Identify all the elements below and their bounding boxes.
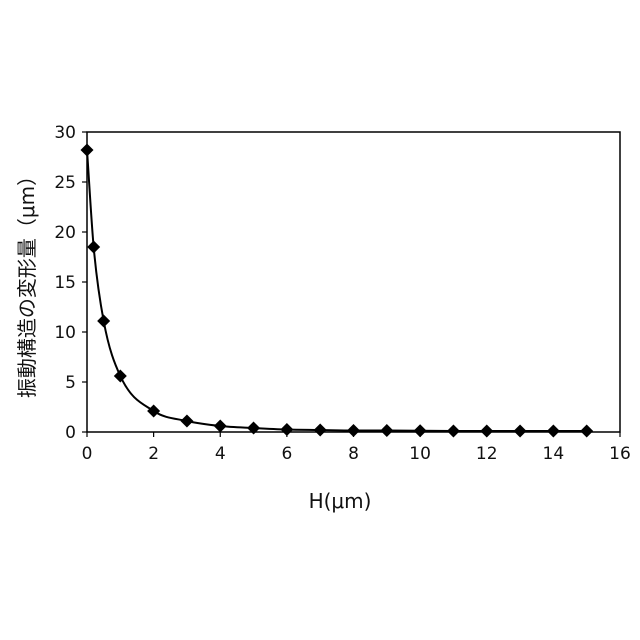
data-point-marker	[514, 425, 527, 438]
data-point-marker	[87, 241, 100, 254]
y-tick-label: 0	[65, 423, 76, 443]
x-tick-label: 2	[148, 444, 159, 464]
x-tick-label: 14	[543, 444, 565, 464]
plot-frame	[87, 132, 620, 432]
series-line	[87, 150, 587, 431]
x-axis: 0 2 4 6 8 10 12 14 16	[82, 432, 631, 464]
data-point-marker	[114, 370, 127, 383]
y-tick-label: 10	[54, 323, 76, 343]
x-tick-label: 10	[409, 444, 431, 464]
y-axis-title: 振動構造の変形量（μm）	[15, 166, 39, 398]
x-tick-label: 8	[348, 444, 359, 464]
x-tick-label: 12	[476, 444, 498, 464]
series-markers	[81, 144, 594, 438]
data-point-marker	[214, 420, 227, 433]
data-point-marker	[314, 424, 327, 437]
data-point-marker	[414, 424, 427, 437]
data-point-marker	[447, 425, 460, 438]
x-tick-label: 6	[281, 444, 292, 464]
y-tick-label: 20	[54, 223, 76, 243]
x-tick-label: 0	[82, 444, 93, 464]
data-point-marker	[347, 424, 360, 437]
x-axis-title: H(μm)	[309, 489, 372, 513]
data-point-marker	[280, 423, 293, 436]
data-point-marker	[547, 425, 560, 438]
data-point-marker	[97, 315, 110, 328]
data-point-marker	[480, 425, 493, 438]
data-point-marker	[81, 144, 94, 157]
y-axis: 0 5 10 15 20 25 30	[54, 123, 87, 443]
x-tick-label: 4	[215, 444, 226, 464]
y-tick-label: 15	[54, 273, 76, 293]
data-point-marker	[180, 415, 193, 428]
data-point-marker	[147, 405, 160, 418]
y-tick-label: 5	[65, 373, 76, 393]
y-tick-label: 25	[54, 173, 76, 193]
data-point-marker	[580, 425, 593, 438]
data-point-marker	[380, 424, 393, 437]
y-tick-label: 30	[54, 123, 76, 143]
x-tick-label: 16	[609, 444, 631, 464]
